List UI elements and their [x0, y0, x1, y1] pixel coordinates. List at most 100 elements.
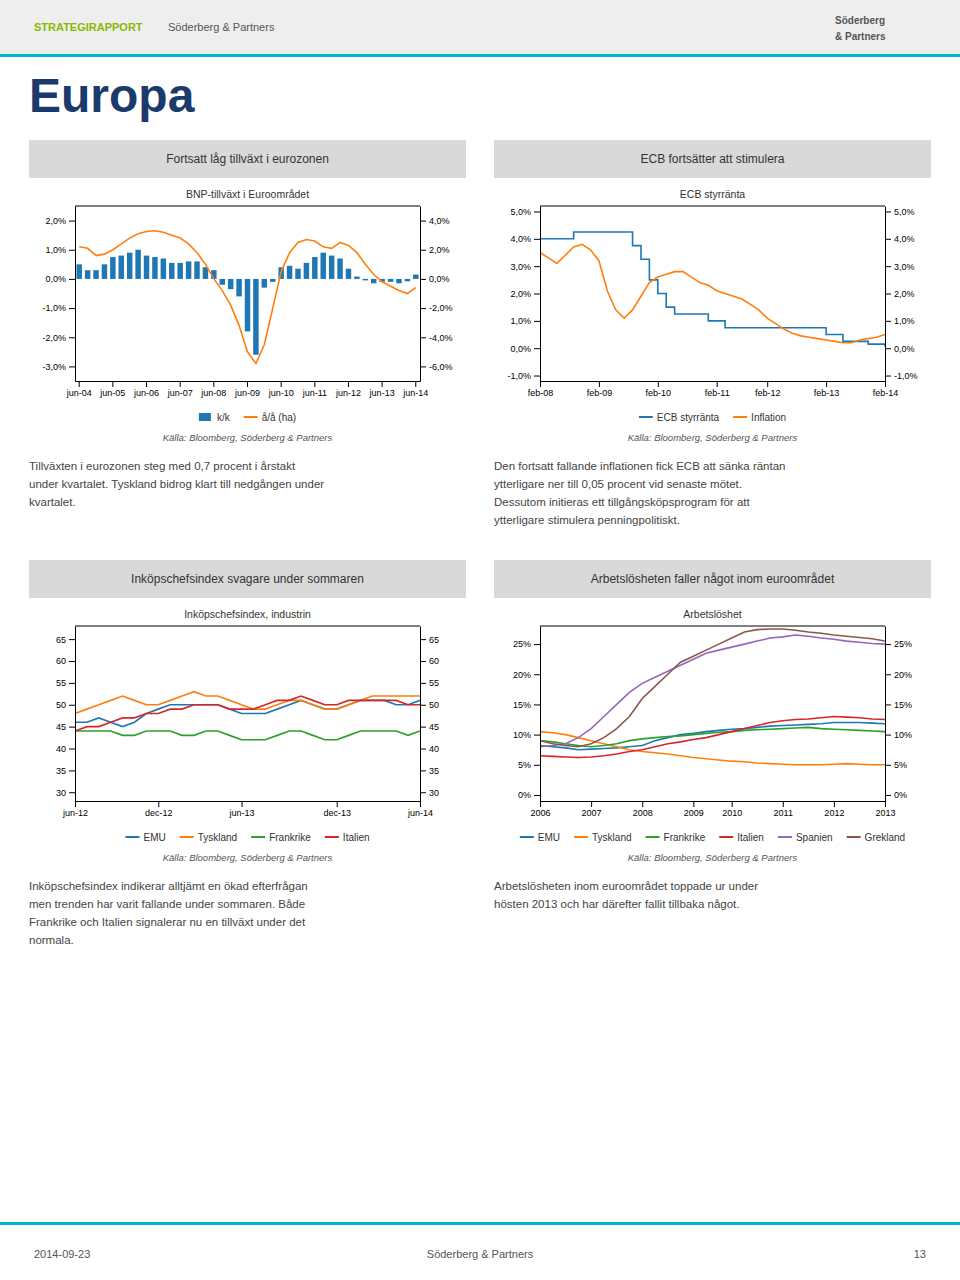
tick-mark [693, 801, 694, 807]
line [75, 731, 420, 740]
tick-mark [534, 735, 540, 736]
legend: EMUTysklandFrankrikeItalienSpanienGrekla… [520, 832, 905, 843]
tick-mark [534, 644, 540, 645]
tick-label: -3,0% [42, 362, 66, 372]
legend-label: Tyskland [592, 832, 631, 843]
legend: EMUTysklandFrankrikeItalien [125, 832, 369, 843]
tick: 2007 [582, 801, 602, 818]
tick-label: 2012 [824, 808, 844, 818]
title-box [29, 560, 466, 598]
paragraph-line: ytterligare ner till 0,05 procent vid se… [494, 478, 742, 490]
tick-mark [826, 381, 827, 387]
tick-mark [69, 221, 75, 222]
tick-mark [69, 683, 75, 684]
tick-label: 0% [894, 790, 907, 800]
paragraph-line: kvartalet. [29, 496, 76, 508]
bar [102, 264, 107, 279]
bar [346, 269, 351, 279]
bar [220, 279, 225, 285]
tick-label: 0,0% [894, 344, 915, 354]
footer-page: 13 [914, 1248, 926, 1260]
tick-label: feb-14 [873, 388, 899, 398]
tick: 50 [420, 700, 439, 710]
chart-title: Fortsatt låg tillväxt i eurozonen [166, 152, 329, 166]
tick: feb-12 [755, 381, 781, 398]
bar [312, 257, 317, 279]
tick-mark [420, 337, 426, 338]
tick: jun-07 [167, 381, 193, 398]
tick-label: jun-06 [133, 388, 159, 398]
tick-mark [420, 727, 426, 728]
tick-mark [783, 801, 784, 807]
legend: ECB styrräntaInflation [639, 412, 786, 423]
tick-mark [885, 266, 891, 267]
tick-mark [420, 661, 426, 662]
legend-label: EMU [538, 832, 560, 843]
tick-label: 15% [894, 700, 912, 710]
tick-mark [534, 239, 540, 240]
tick: 2009 [684, 801, 704, 818]
legend-swatch [251, 836, 265, 838]
tick-mark [732, 801, 733, 807]
tick: 65 [56, 635, 75, 645]
marks [540, 232, 885, 347]
tick-mark [79, 381, 80, 387]
tick: dec-13 [323, 801, 351, 818]
source-note: Källa: Bloomberg, Söderberg & Partners [628, 852, 798, 863]
header-center: Söderberg & Partners [168, 21, 275, 33]
bar [85, 270, 90, 279]
tick: -3,0% [42, 362, 75, 372]
tick-mark [420, 749, 426, 750]
paragraph-line: ytterligare stimulera penningpolitiskt. [494, 514, 680, 526]
bar [93, 270, 98, 279]
bar [119, 256, 124, 279]
tick-label: dec-13 [323, 808, 351, 818]
tick: feb-08 [528, 381, 554, 398]
y2-axis: -1,0%0,0%1,0%2,0%3,0%4,0%5,0% [885, 207, 918, 382]
legend-label: Frankrike [664, 832, 706, 843]
tick: feb-13 [814, 381, 840, 398]
axis-line [75, 207, 76, 382]
tick: jun-13 [369, 381, 395, 398]
axis-line [541, 381, 886, 382]
tick: 2010 [722, 801, 742, 818]
line [75, 696, 420, 731]
tick-mark [69, 770, 75, 771]
tick-label: jun-14 [407, 808, 433, 818]
legend-swatch [180, 836, 194, 838]
tick-label: 4,0% [894, 234, 915, 244]
tick-mark [534, 321, 540, 322]
tick: 0,0% [45, 274, 75, 284]
tick-mark [242, 801, 243, 807]
bar [194, 261, 199, 279]
tick-label: 1,0% [510, 316, 531, 326]
title-box [494, 560, 931, 598]
tick-mark [348, 381, 349, 387]
paragraph-line: Dessutom initieras ett tillgångsköpsprog… [494, 496, 750, 508]
frame-top [75, 626, 420, 627]
tick-label: 2008 [633, 808, 653, 818]
tick: feb-11 [705, 381, 730, 398]
line [540, 244, 885, 342]
tick: 0% [518, 790, 540, 800]
tick-mark [146, 381, 147, 387]
bar [388, 279, 393, 282]
tick-mark [534, 266, 540, 267]
tick: 55 [56, 678, 75, 688]
tick: jun-08 [200, 381, 226, 398]
tick-label: 45 [429, 722, 439, 732]
tick: -2,0% [42, 333, 75, 343]
tick-label: 2,0% [510, 289, 531, 299]
legend-swatch [325, 836, 339, 838]
tick-mark [885, 211, 891, 212]
tick: 5,0% [885, 207, 915, 217]
plot-area: 0%5%10%15%20%25%0%5%10%15%20%25%20062007… [513, 626, 912, 843]
legend-label: ECB styrränta [657, 412, 720, 423]
legend-swatch [244, 416, 258, 418]
tick-label: 30 [429, 788, 439, 798]
tick: 60 [420, 656, 439, 666]
tick-label: jun-08 [200, 388, 226, 398]
tick-mark [420, 639, 426, 640]
tick-label: jun-14 [402, 388, 428, 398]
chart-panel: Fortsatt låg tillväxt i eurozonenBNP-til… [29, 140, 466, 443]
